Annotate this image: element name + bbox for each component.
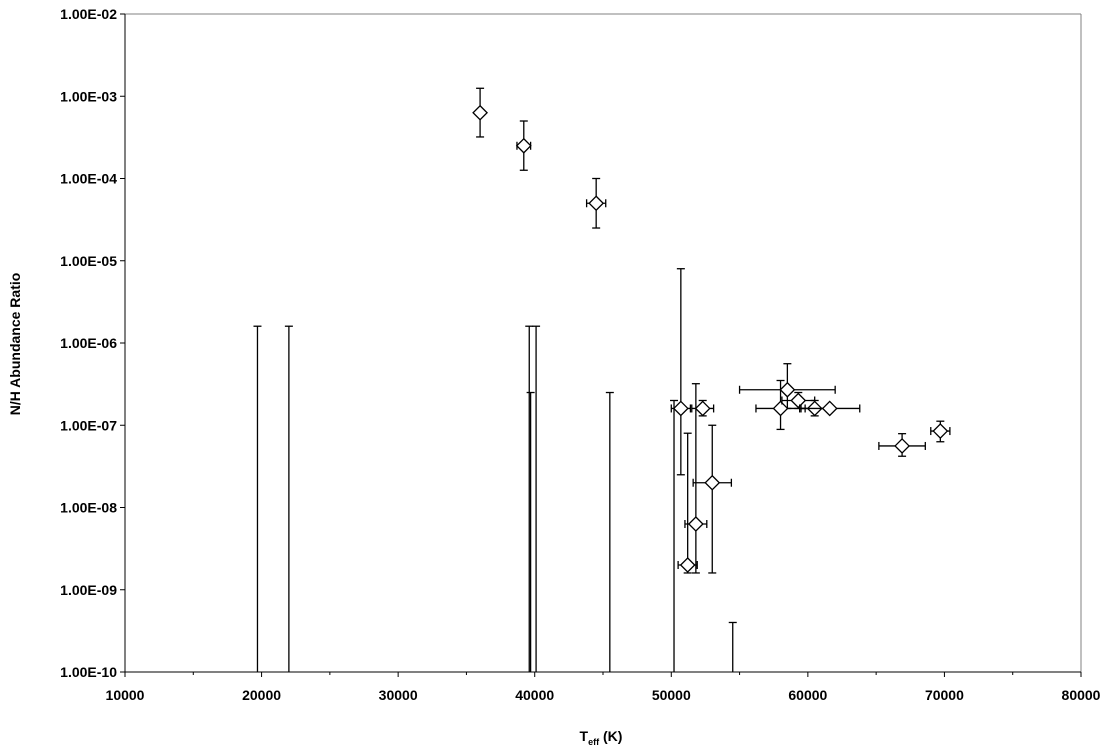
- data-point: [692, 424, 733, 574]
- upper-limit: [526, 391, 535, 672]
- data-point: [691, 399, 715, 417]
- y-tick-label: 1.00E-10: [60, 664, 117, 680]
- upper-limit: [532, 325, 541, 672]
- data-point: [878, 433, 926, 457]
- x-tick-label: 10000: [106, 687, 145, 703]
- x-tick-label: 30000: [379, 687, 418, 703]
- diamond-marker: [821, 400, 838, 417]
- y-tick-label: 1.00E-04: [60, 171, 117, 187]
- data-marks: [253, 87, 951, 672]
- data-point: [677, 432, 698, 574]
- diamond-marker: [932, 423, 949, 439]
- x-tick-label: 60000: [788, 687, 827, 703]
- y-axis-title: N/H Abundance Ratio: [7, 273, 23, 416]
- upper-limit: [253, 325, 262, 672]
- x-tick-label: 50000: [652, 687, 691, 703]
- upper-limit: [728, 621, 737, 672]
- y-tick-label: 1.00E-03: [60, 88, 117, 104]
- upper-limit: [525, 325, 534, 672]
- upper-limit: [605, 391, 614, 672]
- data-point: [930, 420, 951, 443]
- data-point: [738, 363, 836, 410]
- diamond-marker: [472, 104, 489, 121]
- diamond-marker: [687, 516, 704, 532]
- y-tick-label: 1.00E-05: [60, 253, 117, 269]
- data-point: [799, 400, 861, 417]
- x-axis-title-subscript: eff: [588, 737, 600, 747]
- diamond-marker: [779, 381, 796, 398]
- upper-limit: [284, 325, 293, 672]
- y-tick-label: 1.00E-02: [60, 6, 117, 22]
- diamond-marker: [772, 400, 789, 417]
- x-axis-title-main: T: [580, 728, 589, 744]
- y-tick-label: 1.00E-07: [60, 417, 117, 433]
- x-tick-label: 40000: [515, 687, 554, 703]
- y-axis: 1.00E-10 1.00E-09 1.00E-08 1.00E-07 1.00E-06…: [60, 6, 126, 680]
- diamond-marker: [672, 400, 689, 417]
- data-point: [585, 177, 607, 229]
- plot-area: [125, 13, 1082, 672]
- y-tick-label: 1.00E-09: [60, 582, 117, 598]
- data-point: [670, 268, 692, 476]
- data-point: [472, 87, 489, 138]
- diamond-marker: [694, 400, 711, 417]
- upper-limit: [670, 399, 679, 672]
- y-tick-label: 1.00E-08: [60, 500, 117, 516]
- data-point: [515, 120, 532, 171]
- data-point: [755, 379, 806, 431]
- diamond-marker: [679, 557, 696, 573]
- diamond-marker: [515, 137, 532, 154]
- x-tick-label: 70000: [925, 687, 964, 703]
- x-tick-label: 20000: [242, 687, 281, 703]
- diamond-marker: [704, 474, 721, 491]
- diamond-marker: [790, 392, 807, 409]
- x-tick-label: 80000: [1062, 687, 1101, 703]
- data-point: [684, 383, 708, 574]
- data-point: [781, 391, 816, 410]
- x-axis: 10000 20000 30000 40000 50000 60000 70000 80000: [106, 671, 1101, 703]
- x-axis-title-suffix: (K): [599, 728, 622, 744]
- x-axis-title: Teff (K): [580, 728, 623, 747]
- diamond-marker: [588, 195, 605, 212]
- diamond-marker: [894, 438, 911, 454]
- y-tick-label: 1.00E-06: [60, 335, 117, 351]
